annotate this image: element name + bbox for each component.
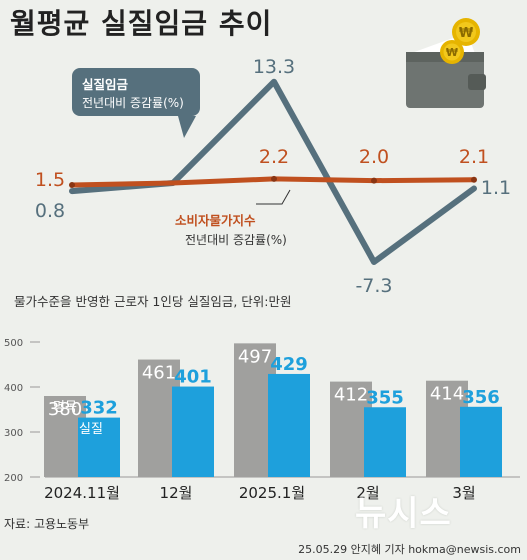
- cpi-point: [371, 177, 377, 184]
- nominal-value-label: 380: [48, 399, 82, 420]
- cpi-callout-subtitle: 전년대비 증감률(%): [185, 233, 287, 247]
- real-bar: [460, 406, 502, 477]
- x-tick-label: 12월: [160, 484, 193, 502]
- y-tick-label: 200: [4, 473, 23, 484]
- won-coin-icon: ₩ ₩: [440, 18, 480, 64]
- real-bar: [172, 386, 214, 477]
- wage-callout: 실질임금 전년대비 증감률(%): [72, 68, 200, 116]
- nominal-value-label: 412: [334, 385, 368, 406]
- cpi-callout: 소비자물가지수 전년대비 증감률(%): [175, 210, 287, 248]
- wage-callout-subtitle: 전년대비 증감률(%): [82, 96, 184, 110]
- x-tick-label: 2025.1월: [239, 484, 305, 502]
- real-value-label: 355: [366, 387, 404, 408]
- cpi-value-label: 2.2: [259, 146, 289, 168]
- cpi-value-label: 2.1: [459, 146, 489, 168]
- y-tick-label: 300: [4, 428, 23, 439]
- wage-value-label: 13.3: [253, 56, 295, 78]
- cpi-value-label: 2.0: [359, 146, 389, 168]
- nominal-legend-label: 명목: [53, 400, 77, 415]
- wage-value-label: 0.8: [35, 200, 65, 222]
- page-title: 월평균 실질임금 추이: [10, 7, 273, 40]
- x-tick-label: 3월: [452, 484, 475, 502]
- real-value-label: 401: [174, 367, 212, 388]
- wage-callout-pointer: [178, 116, 196, 138]
- source-text: 자료: 고용노동부: [4, 517, 90, 531]
- svg-text:₩: ₩: [446, 46, 458, 59]
- real-legend-label: 실질: [79, 422, 103, 437]
- nominal-value-label: 497: [238, 346, 272, 367]
- cpi-callout-pointer: [256, 189, 291, 205]
- real-value-label: 332: [80, 398, 118, 419]
- real-value-label: 356: [462, 387, 500, 408]
- cpi-callout-title: 소비자물가지수: [175, 213, 256, 228]
- newsis-logo: 뉴시스: [355, 494, 452, 534]
- cpi-point: [471, 176, 477, 183]
- nominal-value-label: 414: [430, 384, 464, 405]
- wage-value-label: -7.3: [355, 275, 392, 297]
- wage-value-label: 1.1: [481, 177, 511, 199]
- x-tick-label: 2024.11월: [44, 484, 120, 502]
- real-bar: [78, 417, 120, 477]
- y-tick-label: 500: [4, 338, 23, 349]
- real-value-label: 429: [270, 354, 308, 375]
- cpi-point: [69, 182, 75, 188]
- y-tick-label: 400: [4, 383, 23, 394]
- real-bar: [364, 407, 406, 477]
- cpi-point: [271, 175, 277, 182]
- nominal-value-label: 461: [142, 363, 176, 384]
- svg-text:₩: ₩: [459, 26, 474, 41]
- real-bar: [268, 373, 310, 477]
- credit-text: 25.05.29 안지혜 기자 hokma@newsis.com: [298, 543, 521, 556]
- cpi-value-label: 1.5: [35, 169, 65, 191]
- wage-callout-title: 실질임금: [82, 77, 129, 92]
- x-tick-label: 2월: [356, 484, 379, 502]
- bar-chart-note: 물가수준을 반영한 근로자 1인당 실질임금, 단위:만원: [14, 294, 292, 309]
